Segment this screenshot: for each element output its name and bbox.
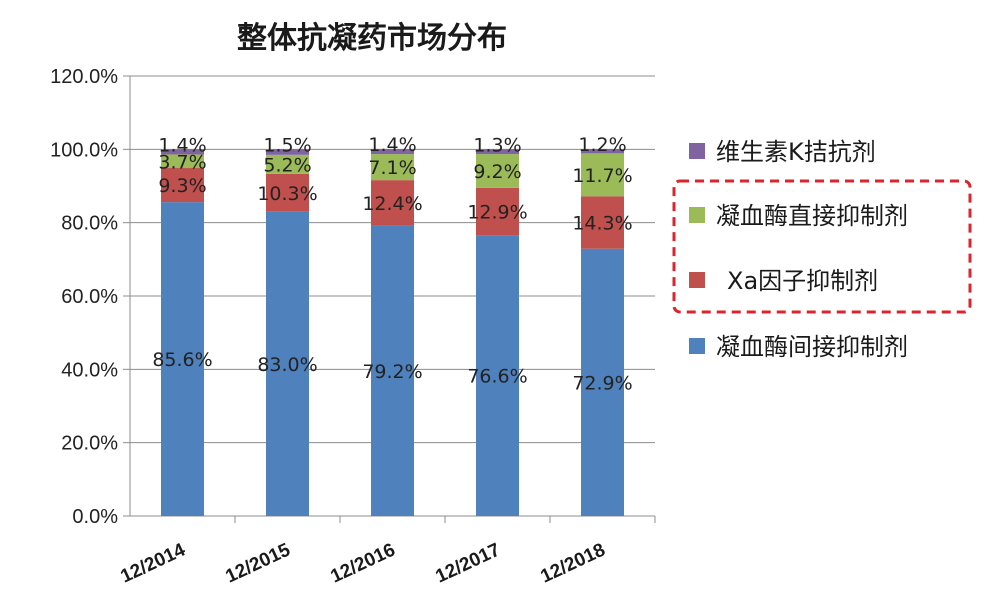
y-tick-label: 80.0% bbox=[61, 213, 118, 235]
bar-segment bbox=[371, 225, 414, 516]
legend-label: 凝血酶间接抑制剂 bbox=[716, 333, 908, 361]
bar-segment bbox=[371, 148, 414, 155]
data-label: 72.9% bbox=[572, 372, 632, 394]
legend-swatch bbox=[689, 272, 705, 288]
bar-segment bbox=[476, 149, 519, 155]
bar-segment bbox=[161, 154, 204, 169]
data-label: 12.9% bbox=[467, 201, 527, 223]
bar-segment bbox=[581, 153, 624, 197]
data-labels: 85.6%9.3%3.7%1.4%83.0%10.3%5.2%1.5%79.2%… bbox=[152, 134, 632, 394]
y-tick-label: 20.0% bbox=[61, 433, 118, 455]
data-label: 83.0% bbox=[257, 354, 317, 376]
legend-swatch bbox=[689, 207, 705, 223]
bar-segment bbox=[371, 154, 414, 181]
chart-title: 整体抗凝药市场分布 bbox=[237, 21, 507, 56]
data-label: 12.4% bbox=[362, 193, 422, 215]
bars bbox=[161, 148, 624, 516]
data-label: 9.2% bbox=[473, 161, 521, 183]
bar-segment bbox=[476, 154, 519, 188]
bar-segment bbox=[161, 149, 204, 155]
legend-label: 凝血酶直接抑制剂 bbox=[716, 202, 908, 230]
data-label: 1.4% bbox=[158, 134, 206, 156]
y-tick-label: 40.0% bbox=[61, 359, 118, 381]
data-label: 3.7% bbox=[158, 151, 206, 173]
data-label: 1.4% bbox=[368, 134, 416, 156]
data-label: 79.2% bbox=[362, 361, 422, 383]
bar-segment bbox=[476, 235, 519, 516]
y-tick-label: 100.0% bbox=[50, 139, 118, 161]
data-label: 85.6% bbox=[152, 349, 212, 371]
y-tick-labels: 0.0% 20.0% 40.0% 60.0% 80.0% 100.0% 120.0% bbox=[50, 66, 118, 528]
legend-label: 维生素K拮抗剂 bbox=[716, 138, 876, 166]
legend-highlight-box bbox=[672, 179, 972, 314]
legend-swatch bbox=[689, 143, 705, 159]
legend-label: Xa因子抑制剂 bbox=[727, 267, 878, 295]
bar-segment bbox=[266, 173, 309, 212]
bar-segment bbox=[266, 149, 309, 155]
data-label: 1.5% bbox=[263, 134, 311, 156]
legend-swatch bbox=[689, 338, 705, 354]
y-tick-label: 120.0% bbox=[50, 66, 118, 88]
bar-segment bbox=[476, 187, 519, 236]
data-label: 7.1% bbox=[368, 157, 416, 179]
y-tick-label: 60.0% bbox=[61, 286, 118, 308]
bar-segment bbox=[266, 154, 309, 174]
bar-segment bbox=[371, 180, 414, 226]
data-label: 14.3% bbox=[572, 212, 632, 234]
data-label: 9.3% bbox=[158, 175, 206, 197]
data-label: 76.6% bbox=[467, 366, 527, 388]
bar-segment bbox=[581, 248, 624, 516]
data-label: 1.3% bbox=[473, 134, 521, 156]
data-label: 5.2% bbox=[263, 154, 311, 176]
y-tick-label: 0.0% bbox=[72, 506, 118, 528]
bar-segment bbox=[161, 202, 204, 516]
data-label: 1.2% bbox=[578, 134, 626, 156]
data-label: 10.3% bbox=[257, 183, 317, 205]
bar-segment bbox=[161, 168, 204, 203]
bar-segment bbox=[581, 148, 624, 154]
bar-segment bbox=[266, 211, 309, 516]
data-label: 11.7% bbox=[572, 165, 632, 187]
bar-segment bbox=[581, 196, 624, 249]
